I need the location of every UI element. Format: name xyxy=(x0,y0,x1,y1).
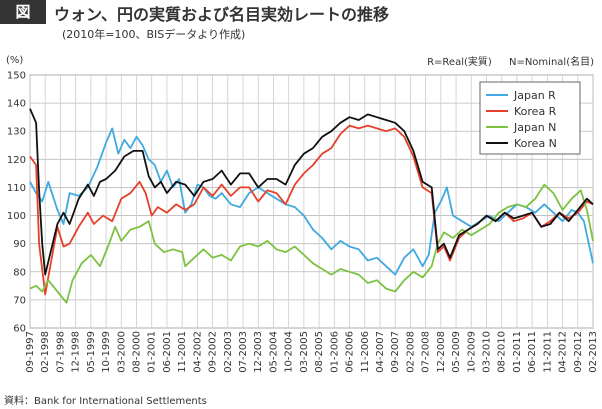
x-tick-label: 12-2003 xyxy=(253,331,264,373)
x-tick-label: 01-2011 xyxy=(512,331,523,373)
x-tick-label: 10-2004 xyxy=(284,331,295,373)
y-tick-label: 110 xyxy=(7,183,26,194)
x-tick-label: 07-1998 xyxy=(55,331,66,373)
x-tick-label: 04-2007 xyxy=(375,331,386,373)
x-tick-label: 06-2011 xyxy=(527,331,538,373)
x-tick-label: 04-2012 xyxy=(558,331,569,373)
legend-label-japan-r: Japan R xyxy=(513,89,556,102)
x-tick-label: 02-1998 xyxy=(40,331,51,373)
x-tick-label: 06-2006 xyxy=(345,331,356,373)
x-tick-label: 01-2006 xyxy=(329,331,340,373)
abbreviation-notes: R=Real(実質) N=Nominal(名目) xyxy=(413,53,594,68)
x-tick-label: 08-2010 xyxy=(497,331,508,373)
x-tick-label: 02-2013 xyxy=(588,331,599,373)
x-tick-label: 05-2004 xyxy=(268,331,279,373)
x-tick-label: 05-1999 xyxy=(86,331,97,373)
y-tick-label: 70 xyxy=(13,295,26,306)
note-real: R=Real(実質) xyxy=(427,57,492,68)
chart-title: ウォン、円の実質および名目実効レートの推移 xyxy=(54,5,390,24)
y-tick-label: 150 xyxy=(7,71,26,82)
x-tick-label: 02-2008 xyxy=(405,331,416,373)
x-tick-label: 03-2000 xyxy=(116,331,127,373)
y-tick-label: 140 xyxy=(7,99,26,110)
x-tick-label: 07-2008 xyxy=(421,331,432,373)
x-tick-label: 07-2003 xyxy=(238,331,249,373)
y-tick-label: 80 xyxy=(13,267,26,278)
x-tick-label: 11-2001 xyxy=(177,331,188,373)
series-line-japan-n xyxy=(29,183,594,304)
x-tick-label: 01-2001 xyxy=(147,331,158,373)
chart-subtitle: (2010年=100、BISデータより作成) xyxy=(62,28,246,41)
y-tick-label: 100 xyxy=(7,211,26,222)
x-tick-label: 05-2009 xyxy=(451,331,462,373)
figure-badge: 図 xyxy=(0,0,46,24)
x-tick-label: 08-2005 xyxy=(314,331,325,373)
y-axis-unit-label: (%) xyxy=(6,55,24,66)
source-note: 資料：Bank for International Settlements xyxy=(4,396,207,407)
x-tick-label: 12-1998 xyxy=(71,331,82,373)
y-tick-label: 60 xyxy=(13,324,26,335)
x-tick-label: 03-2005 xyxy=(299,331,310,373)
series-line-korea-n xyxy=(29,108,594,276)
note-nominal: N=Nominal(名目) xyxy=(508,57,594,68)
x-tick-label: 08-2000 xyxy=(132,331,143,373)
x-tick-label: 03-2010 xyxy=(481,331,492,373)
y-tick-label: 120 xyxy=(7,155,26,166)
x-tick-label: 04-2002 xyxy=(192,331,203,373)
x-tick-label: 06-2001 xyxy=(162,331,173,373)
x-tick-label: 10-1999 xyxy=(101,331,112,373)
x-tick-label: 11-2006 xyxy=(360,331,371,373)
x-tick-label: 12-2008 xyxy=(436,331,447,373)
legend-label-japan-n: Japan N xyxy=(513,121,556,134)
x-tick-label: 10-2009 xyxy=(466,331,477,373)
x-tick-label: 09-2002 xyxy=(208,331,219,373)
y-tick-label: 130 xyxy=(7,127,26,138)
x-tick-label: 09-2007 xyxy=(390,331,401,373)
x-tick-label: 09-1997 xyxy=(25,331,36,373)
y-tick-label: 90 xyxy=(13,239,26,250)
x-tick-label: 11-2011 xyxy=(542,331,553,373)
legend-label-korea-r: Korea R xyxy=(514,105,557,118)
x-tick-label: 02-2003 xyxy=(223,331,234,373)
legend-label-korea-n: Korea N xyxy=(514,137,557,150)
x-tick-label: 09-2012 xyxy=(573,331,584,373)
